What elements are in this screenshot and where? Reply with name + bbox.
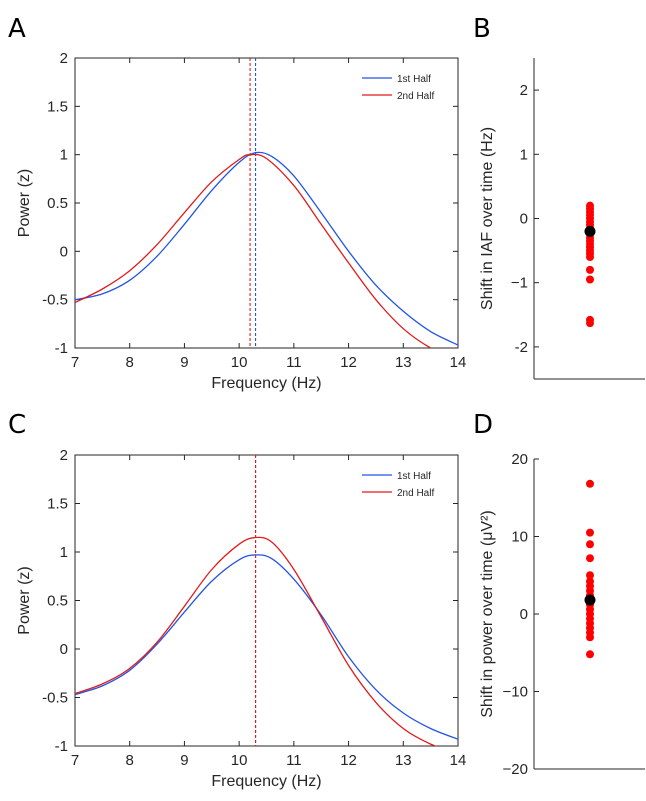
series-line-2 [75,536,437,746]
y-tick-label: 20 [511,451,528,468]
data-point [586,479,594,488]
y-tick-label: 1.5 [47,496,68,513]
panel-a-chart: 7 8 9 10 11 12 13 14 -1 -0.5 0 0.5 1 1.5 2 1st Half 2nd … [16,50,466,392]
y-tick-label: −20 [503,761,528,778]
y-tick-label: 0.5 [47,593,68,610]
data-point [586,633,594,642]
x-tick-label: 8 [126,354,134,371]
x-tick-label: 13 [395,752,412,769]
x-tick-label: 9 [180,354,188,371]
legend-label: 1st Half [397,471,431,482]
y-tick-label: 0 [520,606,528,623]
y-tick-label: −10 [503,684,528,701]
x-tick-label: 14 [450,752,467,769]
y-tick-label: -0.5 [42,690,68,707]
x-tick-label: 8 [126,752,134,769]
y-tick-label: 0 [520,211,528,228]
series-line-2 [75,153,432,348]
data-point [586,650,594,659]
x-tick-label: 7 [71,354,79,371]
data-point [586,319,594,328]
panel-b-chart: -2 −1 0 1 2 Shift in IAF over time (Hz) [479,58,645,380]
x-tick-label: 10 [231,354,248,371]
data-point [586,528,594,537]
data-point [586,571,594,580]
y-tick-label: −1 [511,275,528,292]
y-tick-label: -1 [55,738,68,755]
x-axis-label: Frequency (Hz) [211,773,321,790]
y-tick-label: 2 [60,447,68,464]
panel-c-chart: 7 8 9 10 11 12 13 14 -1 -0.5 0 0.5 1 1.5 2 1st Half 2nd … [16,447,466,790]
x-tick-label: 12 [340,752,357,769]
y-tick-label: -0.5 [42,292,68,309]
panel-d-chart: −20 −10 0 10 20 Shift in power over time (μV²… [479,451,645,778]
y-tick-label: 2 [60,50,68,67]
y-tick-label: 1 [60,147,68,164]
plot-area [75,58,458,348]
plot-area [75,455,458,746]
legend-label: 2nd Half [397,91,434,102]
y-tick-label: 2 [520,82,528,99]
x-tick-label: 7 [71,752,79,769]
mean-point [584,225,596,237]
y-tick-label: 10 [511,529,528,546]
x-tick-label: 11 [286,752,302,769]
data-point [586,253,594,262]
data-point [586,554,594,563]
y-tick-label: 1.5 [47,98,68,115]
x-tick-label: 9 [180,752,188,769]
x-tick-label: 10 [231,752,248,769]
data-point [586,275,594,284]
y-axis-label: Shift in IAF over time (Hz) [479,127,496,310]
x-tick-label: 12 [340,354,357,371]
x-axis-label: Frequency (Hz) [211,375,321,392]
data-point [586,265,594,274]
y-tick-label: -1 [55,340,68,357]
y-axis-label: Power (z) [16,169,33,237]
panel-label-d: D [473,410,493,440]
mean-point [584,594,596,606]
panel-label-c: C [8,410,26,440]
y-tick-label: -2 [515,339,528,356]
y-tick-label: 1 [60,544,68,561]
y-tick-label: 1 [520,146,528,163]
y-tick-label: 0 [60,641,68,658]
y-tick-label: 0.5 [47,195,68,212]
y-tick-label: 0 [60,243,68,260]
x-tick-label: 14 [450,354,467,371]
y-axis-label: Shift in power over time (μV²) [479,510,496,718]
y-axis-label: Power (z) [16,566,33,634]
legend-label: 2nd Half [397,488,434,499]
panel-label-b: B [473,14,491,44]
panel-label-a: A [8,14,26,44]
data-point [586,540,594,549]
legend-label: 1st Half [397,74,431,85]
x-tick-label: 13 [395,354,412,371]
series-line-1 [75,151,458,346]
series-line-1 [75,554,458,740]
x-tick-label: 11 [286,354,302,371]
